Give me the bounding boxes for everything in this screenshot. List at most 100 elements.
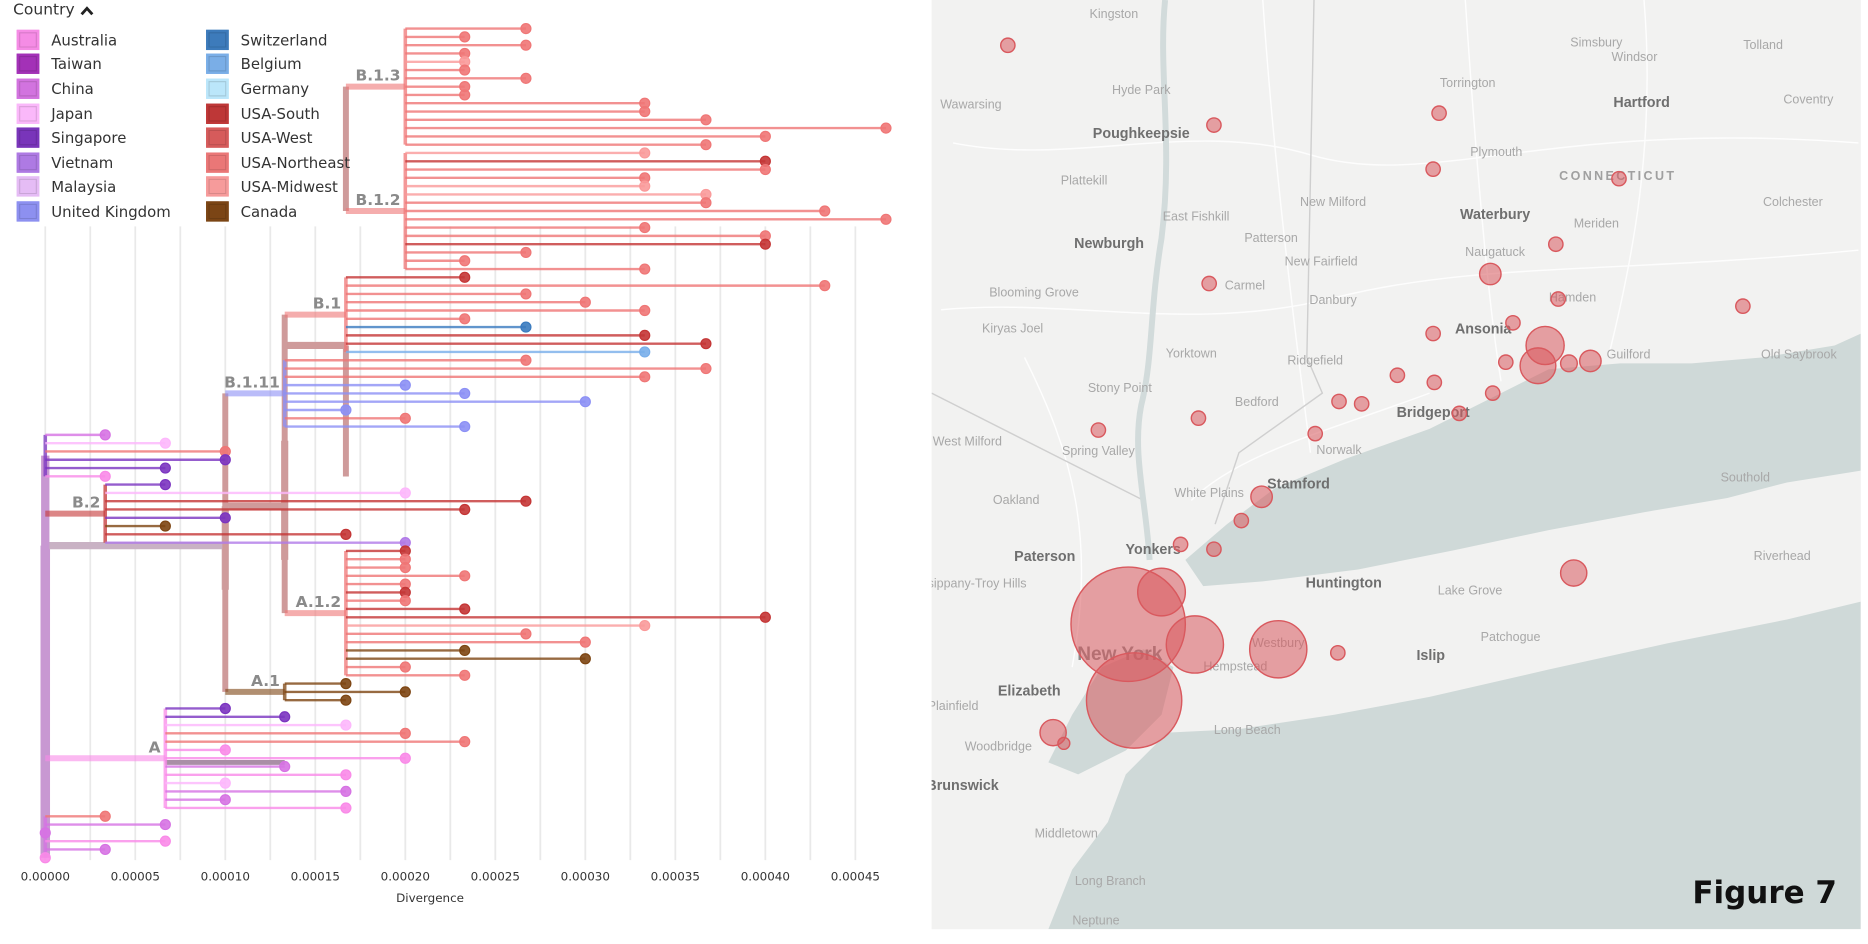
tip-node[interactable] (459, 31, 471, 43)
tip-node[interactable] (759, 238, 771, 250)
tip-node[interactable] (459, 420, 471, 433)
tip-node[interactable] (579, 396, 591, 408)
tip-node[interactable] (279, 711, 291, 723)
tip-node[interactable] (459, 271, 471, 283)
location-tip-circle[interactable] (1559, 559, 1588, 587)
tip-node[interactable] (639, 263, 651, 275)
tip-node[interactable] (159, 437, 171, 449)
tip-node[interactable] (159, 479, 171, 491)
tip-node[interactable] (39, 827, 51, 839)
tip-node[interactable] (159, 462, 171, 474)
tip-node[interactable] (459, 603, 471, 615)
tip-node[interactable] (340, 785, 352, 798)
tip-node[interactable] (219, 744, 231, 756)
location-tip-circle[interactable] (1206, 117, 1222, 133)
tip-node[interactable] (700, 114, 712, 126)
tip-node[interactable] (520, 495, 532, 507)
tip-node[interactable] (219, 794, 231, 806)
tip-node[interactable] (520, 22, 532, 35)
tip-node[interactable] (219, 702, 231, 715)
location-tip-circle[interactable] (999, 37, 1016, 54)
tip-node[interactable] (579, 653, 591, 665)
tips[interactable] (39, 22, 892, 864)
location-tip-circle[interactable] (1172, 536, 1189, 553)
location-tip-circle[interactable] (1559, 354, 1578, 373)
tip-node[interactable] (639, 329, 651, 341)
location-tip-circle[interactable] (1611, 170, 1627, 187)
tip-node[interactable] (639, 619, 651, 632)
tip-node[interactable] (399, 727, 411, 739)
location-tip-circle[interactable] (1307, 425, 1324, 442)
location-tip-circle[interactable] (1136, 567, 1187, 617)
location-tip-circle[interactable] (1353, 395, 1370, 412)
location-tip-circle[interactable] (1250, 485, 1274, 509)
tip-node[interactable] (459, 255, 471, 267)
tip-node[interactable] (639, 221, 651, 234)
location-tip-circle[interactable] (1090, 422, 1107, 438)
tip-node[interactable] (399, 487, 411, 499)
location-tip-circle[interactable] (1190, 410, 1207, 427)
tip-node[interactable] (579, 636, 591, 648)
tip-node[interactable] (459, 387, 471, 400)
tree-svg[interactable]: B.1.3 B.1.2 B.1 B.1.11 B.2 A.1.2 A.1 A (0, 0, 929, 929)
tip-node[interactable] (219, 777, 231, 789)
location-tip-circle[interactable] (1497, 354, 1514, 371)
tip-node[interactable] (159, 835, 171, 847)
location-tip-circle[interactable] (1519, 347, 1557, 385)
tip-node[interactable] (759, 163, 771, 176)
location-tip-circle[interactable] (1426, 374, 1443, 391)
tip-node[interactable] (340, 404, 352, 416)
legend-item-taiwan[interactable]: Taiwan (16, 52, 171, 77)
tip-node[interactable] (459, 313, 471, 325)
legend-item-canada[interactable]: Canada (206, 199, 350, 224)
tip-node[interactable] (159, 520, 171, 532)
tip-node[interactable] (639, 180, 651, 192)
tip-node[interactable] (459, 570, 471, 582)
tip-node[interactable] (520, 39, 532, 51)
tip-node[interactable] (459, 503, 471, 516)
tip-node[interactable] (639, 371, 651, 383)
location-tip-circle[interactable] (1425, 161, 1441, 178)
location-tip-circle[interactable] (1735, 298, 1751, 315)
tip-node[interactable] (399, 661, 411, 673)
location-tip-circle[interactable] (1547, 236, 1564, 253)
location-tip-circle[interactable] (1057, 736, 1071, 751)
sample-circles[interactable] (932, 0, 1861, 929)
legend-item-switzerland[interactable]: Switzerland (206, 27, 350, 52)
tip-node[interactable] (99, 843, 111, 856)
map-panel[interactable]: Kingston Simsbury Windsor Tolland Wawarsing H… (931, 0, 1861, 930)
tip-node[interactable] (399, 595, 411, 607)
tip-node[interactable] (520, 288, 532, 300)
legend-item-australia[interactable]: Australia (16, 27, 171, 52)
tip-node[interactable] (99, 429, 111, 441)
location-tip-circle[interactable] (1451, 405, 1468, 422)
location-tip-circle[interactable] (1206, 541, 1222, 558)
location-tip-circle[interactable] (1329, 644, 1346, 661)
legend-item-usa-south[interactable]: USA-South (206, 101, 350, 126)
tip-node[interactable] (880, 213, 892, 225)
location-tip-circle[interactable] (1484, 385, 1501, 401)
legend-item-usa-northeast[interactable]: USA-Northeast (206, 150, 350, 175)
location-tip-circle[interactable] (1578, 349, 1602, 373)
legend-item-vietnam[interactable]: Vietnam (16, 150, 171, 175)
tip-node[interactable] (520, 354, 532, 366)
tip-node[interactable] (639, 304, 651, 317)
tip-node[interactable] (340, 678, 352, 690)
tip-node[interactable] (880, 122, 892, 134)
location-tip-circle[interactable] (1550, 291, 1567, 307)
legend-toggle[interactable]: Country (13, 1, 94, 19)
location-tip-circle[interactable] (1505, 314, 1521, 331)
tip-node[interactable] (700, 338, 712, 350)
tip-node[interactable] (399, 379, 411, 391)
tip-node[interactable] (219, 512, 231, 524)
tip-node[interactable] (39, 852, 51, 864)
tip-node[interactable] (639, 147, 651, 159)
legend-item-china[interactable]: China (16, 76, 171, 101)
location-tip-circle[interactable] (1201, 275, 1218, 292)
location-tip-circle[interactable] (1425, 325, 1441, 342)
tip-node[interactable] (700, 197, 712, 209)
tip-node[interactable] (399, 686, 411, 698)
legend-item-germany[interactable]: Germany (206, 76, 350, 101)
location-tip-circle[interactable] (1389, 367, 1406, 384)
legend-item-singapore[interactable]: Singapore (16, 126, 171, 151)
